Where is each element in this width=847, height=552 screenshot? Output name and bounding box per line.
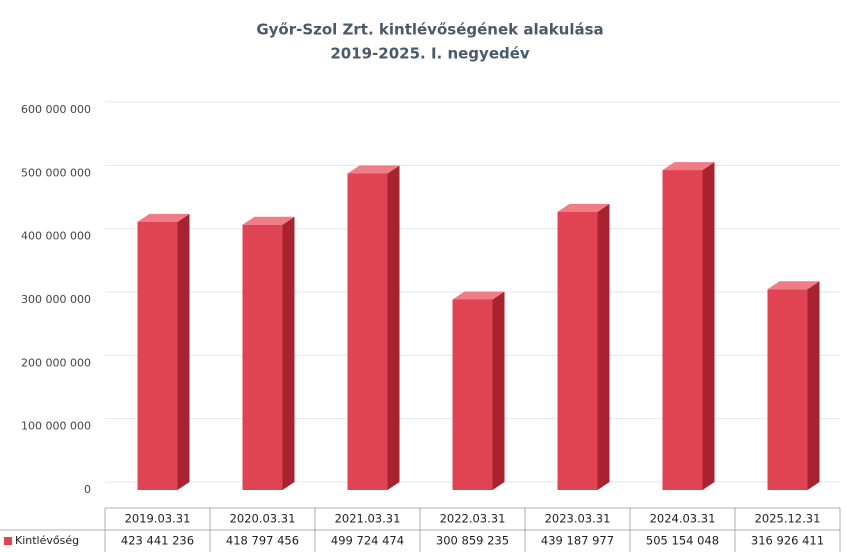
data-label: 316 926 411 bbox=[751, 534, 824, 548]
bar-side bbox=[597, 203, 610, 491]
chart-subtitle: 2019-2025. I. negyedév bbox=[330, 45, 530, 63]
bar-side bbox=[177, 213, 190, 490]
x-tick-label: 2024.03.31 bbox=[650, 512, 716, 526]
data-label: 499 724 474 bbox=[331, 534, 404, 548]
bar-side bbox=[492, 291, 505, 490]
data-label: 300 859 235 bbox=[436, 534, 509, 548]
bar-side bbox=[282, 216, 295, 491]
bar bbox=[662, 170, 703, 491]
x-tick-label: 2025.12.31 bbox=[755, 512, 821, 526]
x-tick-label: 2022.03.31 bbox=[440, 512, 506, 526]
x-tick-label: 2019.03.31 bbox=[125, 512, 191, 526]
bar bbox=[347, 173, 388, 491]
x-tick-label: 2023.03.31 bbox=[545, 512, 611, 526]
legend-label: Kintlévőség bbox=[15, 534, 79, 547]
y-tick-label: 300 000 000 bbox=[21, 293, 91, 306]
bar bbox=[452, 299, 493, 490]
bar-top bbox=[242, 216, 295, 225]
bar bbox=[557, 211, 598, 491]
bar-side bbox=[702, 162, 715, 491]
y-tick-label: 400 000 000 bbox=[21, 230, 91, 243]
y-tick-label: 600 000 000 bbox=[21, 103, 91, 116]
y-tick-label: 0 bbox=[84, 483, 91, 496]
y-tick-label: 500 000 000 bbox=[21, 166, 91, 179]
x-tick-label: 2021.03.31 bbox=[335, 512, 401, 526]
data-label: 423 441 236 bbox=[121, 534, 194, 548]
y-tick-label: 200 000 000 bbox=[21, 356, 91, 369]
bar bbox=[767, 289, 808, 490]
chart-title: Győr-Szol Zrt. kintlévőségének alakulása bbox=[256, 21, 603, 39]
legend-key bbox=[4, 537, 12, 545]
y-tick-label: 100 000 000 bbox=[21, 420, 91, 433]
data-label: 505 154 048 bbox=[646, 534, 719, 548]
bar bbox=[242, 224, 283, 491]
x-tick-label: 2020.03.31 bbox=[230, 512, 296, 526]
data-label: 418 797 456 bbox=[226, 534, 299, 548]
data-label: 439 187 977 bbox=[541, 534, 614, 548]
bar-top bbox=[347, 165, 400, 174]
bar-side bbox=[387, 165, 400, 491]
bar bbox=[137, 221, 178, 490]
bar-top bbox=[557, 203, 610, 212]
bar-side bbox=[807, 281, 820, 490]
bar-top bbox=[662, 162, 715, 171]
bar-top bbox=[137, 213, 190, 222]
bar-top bbox=[767, 281, 820, 290]
bar-top bbox=[452, 291, 505, 300]
